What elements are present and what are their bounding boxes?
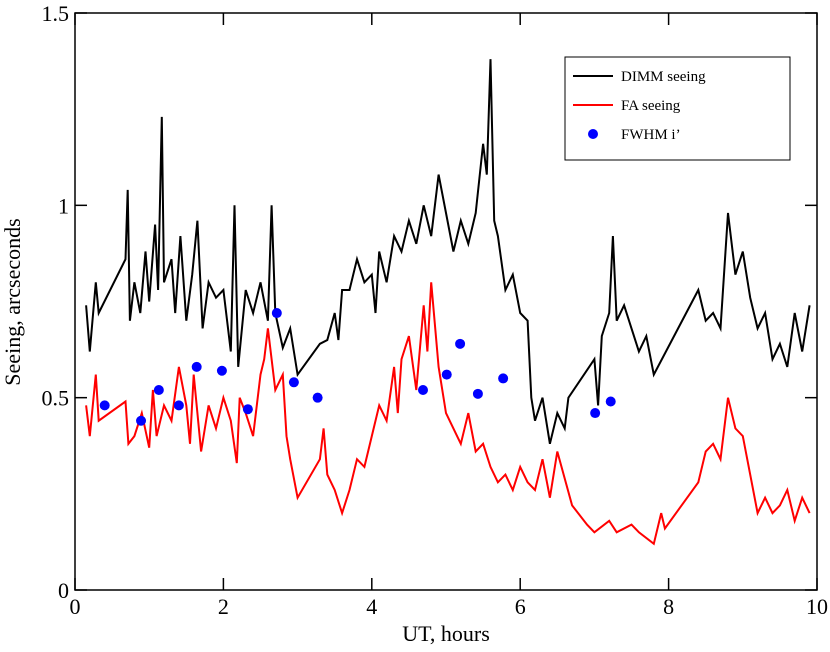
data-point <box>455 338 466 349</box>
data-point <box>312 392 323 403</box>
legend-label: FA seeing <box>621 98 681 114</box>
data-point <box>441 369 452 380</box>
data-point <box>605 396 616 407</box>
data-point <box>99 400 110 411</box>
data-point <box>136 415 147 426</box>
y-axis-label: Seeing, arcseconds <box>0 218 25 385</box>
legend-swatch <box>588 129 598 139</box>
data-point <box>288 377 299 388</box>
y-tick-label: 0 <box>58 578 69 603</box>
y-tick-label: 0.5 <box>42 386 70 411</box>
data-point <box>472 388 483 399</box>
x-axis-label: UT, hours <box>402 621 490 646</box>
legend-box <box>564 56 791 161</box>
data-point <box>498 373 509 384</box>
data-point <box>417 384 428 395</box>
x-tick-label: 10 <box>806 594 828 619</box>
data-point <box>590 408 601 419</box>
data-point <box>216 365 227 376</box>
x-tick-label: 8 <box>663 594 674 619</box>
legend-label: FWHM i’ <box>621 127 681 143</box>
plot-frame <box>74 12 818 591</box>
data-point <box>242 404 253 415</box>
x-tick-label: 4 <box>366 594 377 619</box>
x-tick-label: 6 <box>515 594 526 619</box>
legend-label: DIMM seeing <box>621 69 706 85</box>
data-point <box>191 361 202 372</box>
data-line <box>85 282 811 546</box>
x-tick-label: 0 <box>70 594 81 619</box>
x-tick-label: 2 <box>218 594 229 619</box>
data-point <box>153 384 164 395</box>
y-tick-label: 1 <box>58 193 69 218</box>
y-tick-label: 1.5 <box>42 1 70 26</box>
data-point <box>271 308 282 319</box>
data-point <box>173 400 184 411</box>
data-line <box>85 59 811 445</box>
